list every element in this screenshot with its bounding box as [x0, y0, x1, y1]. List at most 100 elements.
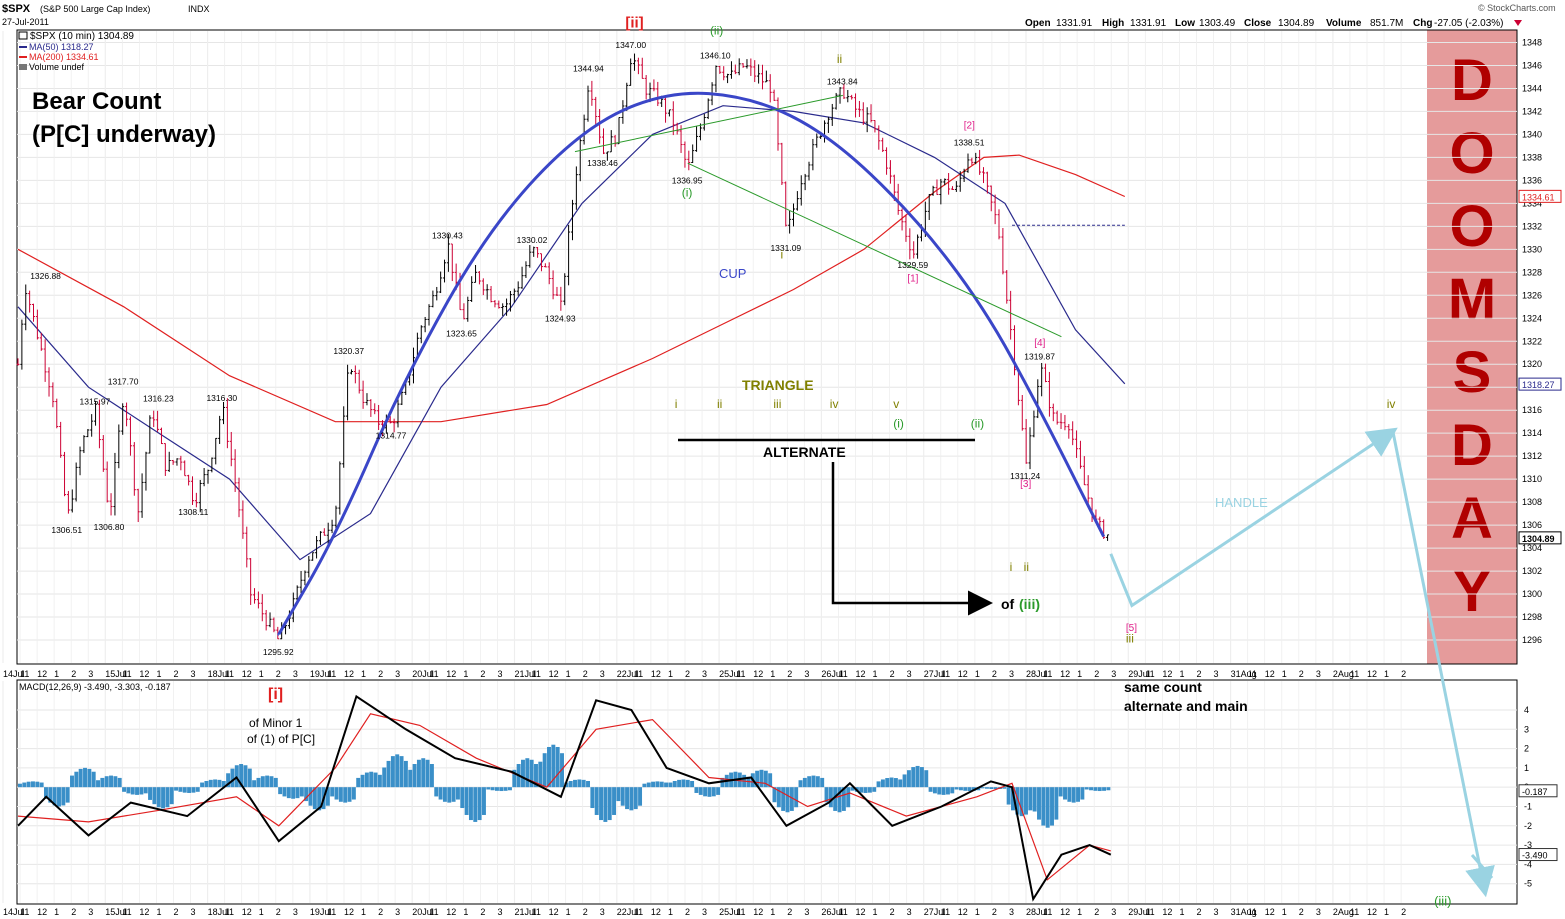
alternate-label: ALTERNATE — [763, 444, 846, 460]
x-tick-label-bottom: 1 — [54, 907, 59, 917]
macd-hist-bar — [52, 787, 57, 806]
macd-hist-bar — [867, 787, 872, 793]
exchange: INDX — [188, 4, 210, 14]
price-value-label: 1295.92 — [263, 647, 294, 657]
macd-hist-bar — [113, 776, 118, 788]
macd-hist-bar — [35, 781, 40, 788]
macd-hist-bar — [499, 787, 504, 792]
last-close-label-box — [1518, 531, 1562, 545]
macd-hist-bar — [963, 787, 968, 791]
x-tick-label-top: 11 — [532, 669, 541, 679]
high-value: 1331.91 — [1130, 18, 1167, 29]
x-tick-label-bottom: 11 — [838, 907, 847, 917]
macd-hist-bar — [1058, 787, 1063, 797]
x-tick-label-top: 11 — [634, 669, 643, 679]
macd-hist-bar — [91, 771, 96, 788]
x-tick-label-top: 2 — [71, 669, 76, 679]
price-value-label: 1330.02 — [517, 235, 548, 245]
x-tick-label-top: 2 — [890, 669, 895, 679]
bear-count-subtitle: (P[C] underway) — [32, 121, 216, 148]
x-tick-label-top: 12 — [1162, 669, 1172, 679]
x-tick-label-bottom: 14Jul — [3, 907, 25, 917]
x-tick-label-top: 2 — [1299, 669, 1304, 679]
ma200-line — [17, 154, 1126, 423]
x-tick-label-top: 12 — [37, 669, 47, 679]
x-tick-label-top: 3 — [88, 669, 93, 679]
macd-hist-bar — [594, 787, 599, 815]
doomsday-band — [1427, 30, 1517, 664]
macd-hist-bar — [403, 760, 408, 788]
macd-hist-bar — [690, 780, 695, 788]
macd-hist-bar — [525, 758, 530, 788]
macd-hist-bar — [876, 781, 881, 788]
x-tick-label-top: 11 — [122, 669, 131, 679]
macd-hist-bar — [872, 787, 877, 792]
wave-label: (ii) — [710, 23, 723, 37]
price-y-tick-label: 1310 — [1522, 474, 1542, 484]
price-grid — [2, 31, 1517, 663]
x-tick-label-top: 2 — [1197, 669, 1202, 679]
macd-hist-bar — [416, 759, 421, 788]
x-tick-label-bottom: 11 — [20, 907, 29, 917]
x-tick-label-bottom: 12 — [753, 907, 763, 917]
price-y-tick-label: 1316 — [1522, 405, 1542, 415]
macd-hist-bar — [1019, 787, 1024, 817]
macd-hist-bar — [282, 787, 287, 797]
x-tick-label-top: 2 — [787, 669, 792, 679]
wave-label: i — [780, 248, 783, 262]
macd-hist-bar — [833, 787, 838, 811]
x-tick-label-top: 11 — [327, 669, 336, 679]
x-tick-label-bottom: 3 — [88, 907, 93, 917]
macd-hist-bar — [906, 770, 911, 788]
macd-hist-bar — [850, 787, 855, 791]
macd-hist-bar — [846, 787, 851, 808]
macd-hist-bar — [1028, 787, 1033, 811]
macd-hist-bar — [1102, 787, 1107, 791]
last-macd-label-box — [1518, 848, 1558, 862]
macd-hist-bar — [425, 759, 430, 788]
macd-hist-bar — [273, 777, 278, 788]
macd-hist-bar — [278, 787, 283, 795]
chart-header: $SPX (S&P 500 Large Cap Index) INDX 27-J… — [2, 3, 1556, 29]
macd-hist-bar — [473, 787, 478, 822]
price-value-label: 1314.77 — [376, 430, 407, 440]
x-tick-label-bottom: 3 — [1214, 907, 1219, 917]
macd-hist-bar — [993, 787, 998, 790]
x-tick-label-top: 18Jul — [208, 669, 230, 679]
triangle-trendlines — [574, 94, 1062, 338]
macd-hist-bar — [434, 787, 439, 797]
chg-label: Chg — [1413, 18, 1432, 29]
x-tick-label-top: 3 — [1111, 669, 1116, 679]
macd-hist-bar — [659, 781, 664, 788]
price-y-tick-label: 1312 — [1522, 451, 1542, 461]
macd-y-tick-label: -5 — [1524, 879, 1532, 889]
macd-hist-bar — [1063, 787, 1067, 800]
price-value-label: 1344.94 — [573, 64, 604, 74]
x-tick-label-bottom: 2 — [685, 907, 690, 917]
bear-count-title: Bear Count — [32, 88, 161, 115]
handle-label: HANDLE — [1215, 495, 1268, 510]
macd-hist-bar — [807, 776, 812, 788]
x-tick-label-bottom: 3 — [293, 907, 298, 917]
x-tick-label-bottom: 12 — [1162, 907, 1172, 917]
wave-label: [2] — [964, 121, 975, 132]
macd-hist-bar — [547, 746, 551, 788]
alternate-arrow — [831, 462, 993, 616]
x-tick-label-bottom: 11 — [532, 907, 541, 917]
macd-hist-bar — [1015, 787, 1020, 815]
x-tick-label-bottom: 2 — [71, 907, 76, 917]
doomsday-letter: M — [1448, 267, 1496, 332]
macd-hist-bar — [187, 787, 192, 793]
x-tick-label-bottom: 11 — [1248, 907, 1257, 917]
macd-hist-bar — [308, 787, 313, 806]
macd-hist-bar — [1106, 787, 1111, 791]
macd-hist-bar — [954, 787, 959, 790]
wave-label: iii — [1126, 631, 1134, 645]
macd-hist-bar — [152, 787, 157, 805]
x-tick-label-bottom: 12 — [139, 907, 149, 917]
x-tick-label-bottom: 3 — [804, 907, 809, 917]
x-tick-label-bottom: 26Jul — [821, 907, 843, 917]
macd-hist-bar — [100, 777, 105, 788]
x-tick-label-top: 1 — [566, 669, 571, 679]
macd-hist-bar — [221, 780, 226, 788]
